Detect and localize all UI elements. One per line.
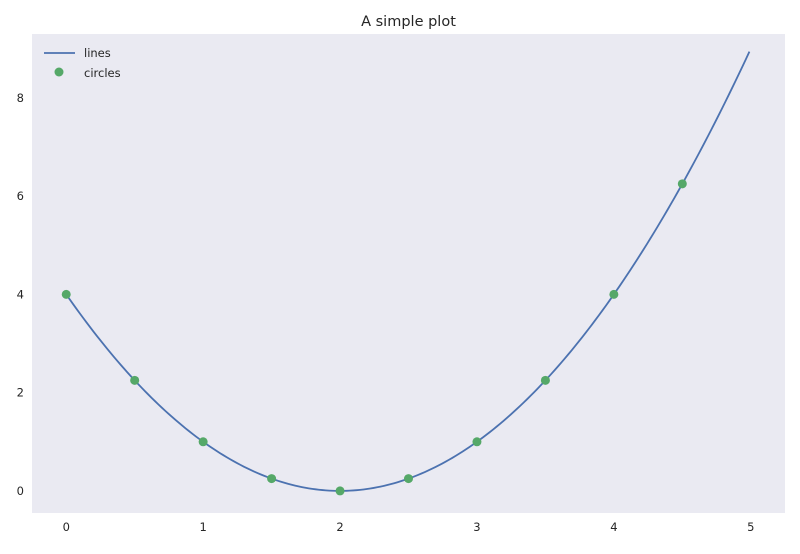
circles-data-point <box>335 486 345 496</box>
circles-data-point <box>609 289 619 299</box>
circles-data-point <box>540 375 550 385</box>
circles-data-point <box>267 474 277 484</box>
legend-circles-label: circles <box>84 66 121 80</box>
circles-data-point <box>404 474 413 484</box>
legend-circles-swatch <box>54 67 64 77</box>
circles-data-point <box>677 179 687 189</box>
plot-area <box>32 34 785 513</box>
circles-data-point <box>61 289 71 299</box>
series-circles-points <box>61 179 687 496</box>
y-tick-label: 0 <box>17 484 24 498</box>
y-tick-label: 6 <box>17 189 24 203</box>
y-tick-label: 2 <box>17 386 24 400</box>
circles-data-point <box>472 437 482 447</box>
y-tick-label: 8 <box>17 91 24 105</box>
legend-lines-label: lines <box>84 46 111 60</box>
x-tick-label: 0 <box>63 520 70 534</box>
x-tick-label: 2 <box>336 520 343 534</box>
x-tick-label: 1 <box>199 520 206 534</box>
chart-title: A simple plot <box>361 14 456 30</box>
x-tick-label: 3 <box>473 520 480 534</box>
circles-data-point <box>130 375 140 385</box>
x-tick-label: 4 <box>610 520 617 534</box>
y-axis-ticks: 0 2 4 6 8 <box>17 91 24 498</box>
y-tick-label: 4 <box>17 287 24 301</box>
x-tick-label: 5 <box>747 520 754 534</box>
x-axis-ticks: 0 1 2 3 4 5 <box>63 520 755 534</box>
circles-data-point <box>198 437 208 447</box>
legend: lines circles <box>44 46 121 80</box>
